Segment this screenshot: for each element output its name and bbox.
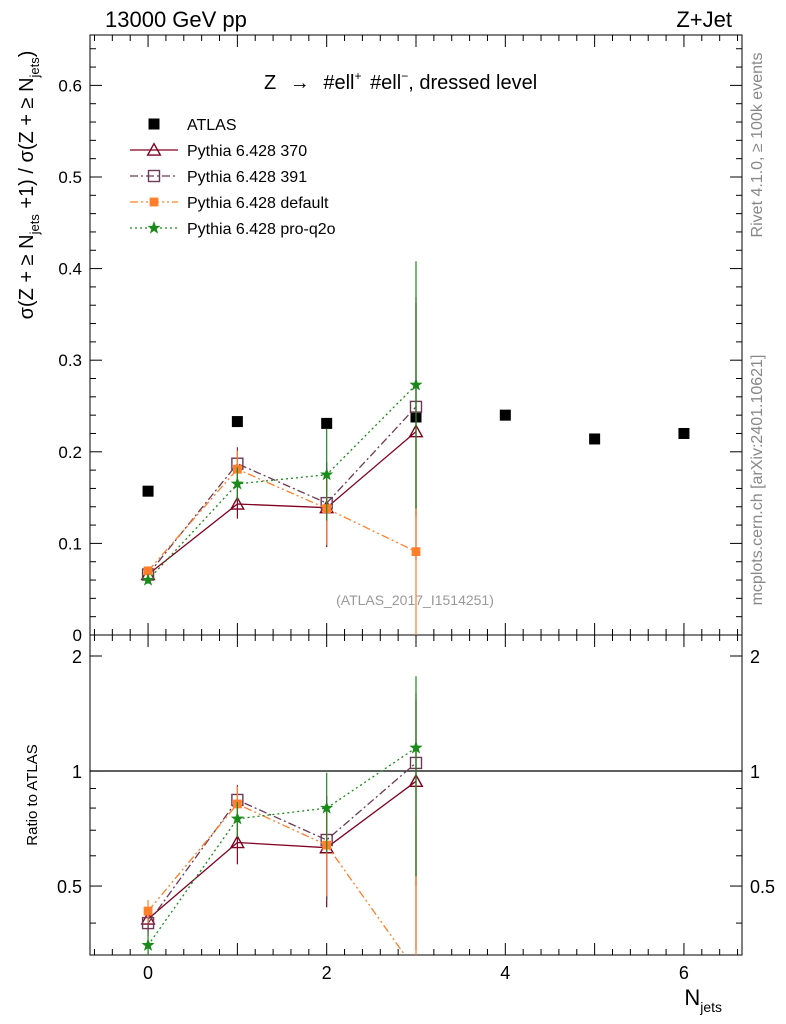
main-y-tick-label: 0.6 bbox=[58, 76, 82, 95]
analysis-watermark: (ATLAS_2017_I1514251) bbox=[336, 592, 494, 608]
series-line bbox=[147, 468, 417, 572]
ratio-y-tick-label: 2 bbox=[72, 647, 82, 667]
x-axis-label: Njets bbox=[684, 985, 722, 1015]
data-point bbox=[143, 906, 153, 916]
data-point bbox=[229, 834, 245, 849]
data-point bbox=[678, 427, 690, 439]
series-line bbox=[147, 762, 417, 924]
x-tick-label: 0 bbox=[143, 963, 153, 983]
legend-marker bbox=[147, 221, 161, 234]
legend-marker bbox=[148, 118, 160, 130]
legend-entry: Pythia 6.428 pro-q2o bbox=[187, 221, 336, 238]
ratio-y-tick-label-right: 1 bbox=[750, 762, 760, 782]
axis-tick-labels: 0 0.1 0.2 0.3 0.4 0.5 0.6 0 2 4 6 0.5 0.5 1 1 2 2 bbox=[57, 76, 775, 983]
main-plot-area bbox=[140, 261, 690, 635]
process-label: Z+Jet bbox=[676, 7, 732, 32]
mcplots-label: mcplots.cern.ch [arXiv:2401.10621] bbox=[749, 355, 766, 606]
series-line bbox=[147, 431, 417, 576]
main-y-tick-label: 0.4 bbox=[58, 260, 82, 279]
series-line bbox=[147, 780, 417, 920]
x-tick-label: 4 bbox=[500, 963, 510, 983]
data-point bbox=[320, 801, 334, 814]
main-y-tick-label: 0.3 bbox=[58, 351, 82, 370]
data-point bbox=[230, 811, 244, 825]
data-point bbox=[231, 416, 243, 428]
legend-entry: Pythia 6.428 391 bbox=[187, 169, 307, 186]
ratio-y-tick-label: 1 bbox=[72, 762, 82, 782]
main-y-tick-label: 0.1 bbox=[58, 534, 82, 553]
data-point bbox=[141, 938, 155, 951]
main-y-axis-label: σ(Z + ≥ Njets +1) / σ(Z + ≥ Njets) bbox=[16, 51, 42, 320]
rivet-label: Rivet 4.1.0, ≥ 100k events bbox=[749, 53, 766, 238]
axis-ticks bbox=[90, 35, 742, 955]
main-y-tick-label: 0.5 bbox=[58, 168, 82, 187]
legend-entry: ATLAS bbox=[187, 117, 237, 134]
data-point bbox=[229, 496, 245, 510]
x-tick-label: 6 bbox=[679, 963, 689, 983]
data-point bbox=[409, 377, 423, 391]
legend-marker bbox=[146, 142, 162, 156]
data-point bbox=[143, 566, 153, 576]
x-tick-label: 2 bbox=[322, 963, 332, 983]
main-y-tick-label: 0 bbox=[73, 626, 82, 645]
series-line bbox=[147, 384, 417, 581]
legend: ATLAS Pythia 6.428 370 Pythia 6.428 391 Pyt… bbox=[130, 117, 336, 238]
ratio-y-tick-label-right: 2 bbox=[750, 647, 760, 667]
energy-label: 13000 GeV pp bbox=[105, 7, 247, 32]
legend-marker bbox=[149, 197, 159, 207]
plot-title: Z → #ell+ #ell−, dressed level bbox=[264, 63, 537, 94]
data-point bbox=[141, 573, 155, 586]
legend-entry: Pythia 6.428 default bbox=[187, 195, 329, 212]
series-line bbox=[147, 803, 406, 955]
data-point bbox=[411, 547, 421, 557]
data-point bbox=[589, 433, 601, 445]
data-point bbox=[409, 740, 423, 754]
legend-marker bbox=[147, 169, 161, 183]
data-point bbox=[499, 409, 511, 421]
data-point bbox=[320, 467, 334, 481]
ratio-y-tick-label-right: 0.5 bbox=[750, 877, 775, 897]
legend-entry: Pythia 6.428 370 bbox=[187, 143, 307, 160]
data-point bbox=[230, 476, 244, 490]
ratio-y-tick-label: 0.5 bbox=[57, 877, 82, 897]
ratio-y-axis-label: Ratio to ATLAS bbox=[24, 744, 41, 845]
ratio-plot-area bbox=[140, 676, 424, 955]
main-y-tick-label: 0.2 bbox=[58, 443, 82, 462]
data-point bbox=[142, 485, 154, 497]
data-point bbox=[321, 417, 333, 429]
